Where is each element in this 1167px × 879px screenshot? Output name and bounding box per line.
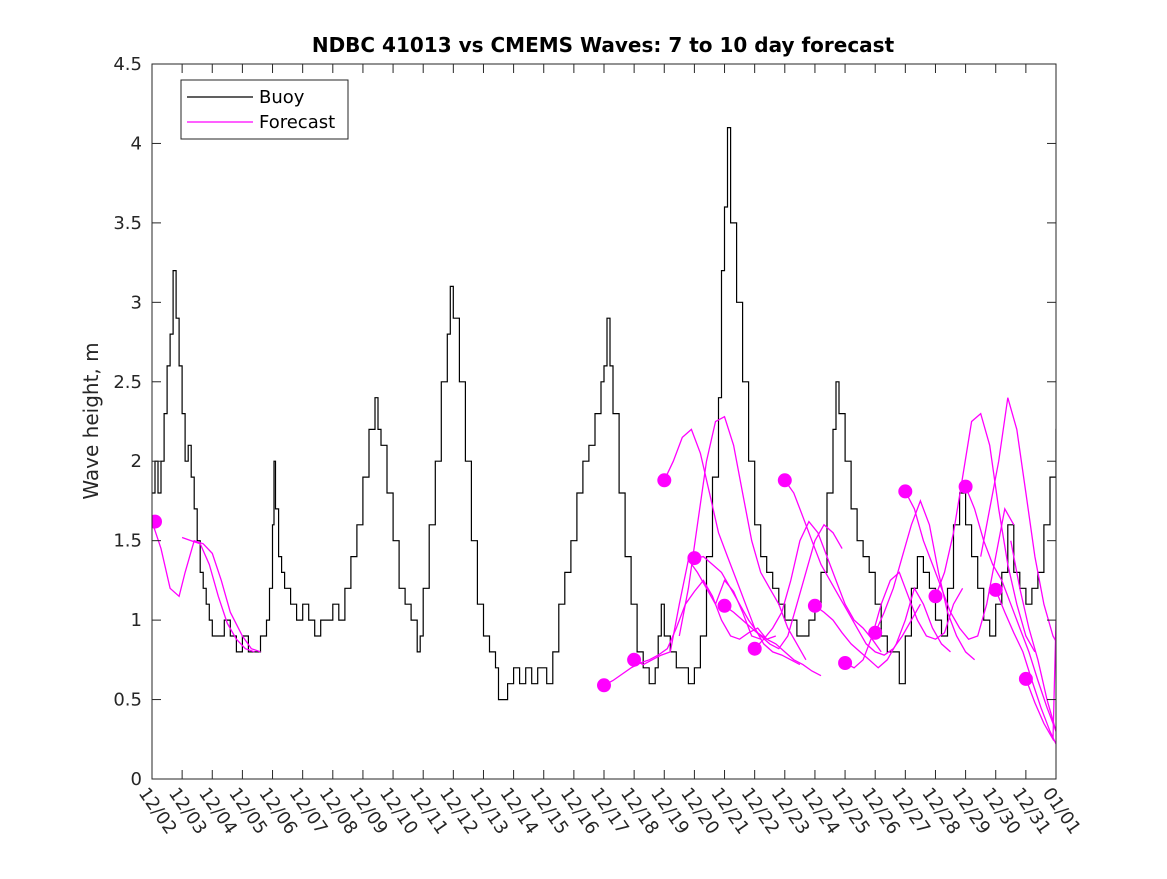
y-tick-label-5: 2.5 xyxy=(113,372,142,393)
forecast-run-line-11 xyxy=(814,586,951,669)
forecast-marker-7 xyxy=(777,473,792,488)
forecast-marker-3 xyxy=(657,473,672,488)
plot-area xyxy=(152,64,1056,779)
forecast-run-line-9 xyxy=(754,520,882,653)
forecast-run-line-0 xyxy=(152,521,261,653)
forecast-marker-14 xyxy=(988,582,1003,597)
chart-title: NDBC 41013 vs CMEMS Waves: 7 to 10 day f… xyxy=(312,33,895,57)
forecast-run-line-1 xyxy=(181,536,255,653)
legend-label-1: Forecast xyxy=(259,112,335,133)
legend-label-0: Buoy xyxy=(259,87,305,108)
forecast-run-line-8 xyxy=(724,523,843,650)
y-tick-label-8: 4 xyxy=(131,133,142,154)
forecast-marker-1 xyxy=(597,678,611,693)
y-tick-label-2: 1 xyxy=(131,610,142,631)
forecast-marker-0 xyxy=(152,514,162,529)
forecast-marker-15 xyxy=(1018,671,1033,686)
forecast-run-line-15 xyxy=(934,412,1036,653)
forecast-marker-2 xyxy=(627,652,642,667)
y-tick-label-9: 4.5 xyxy=(113,54,142,75)
forecast-run-line-10 xyxy=(784,479,921,656)
forecast-run-line-14 xyxy=(904,491,1015,640)
forecast-marker-10 xyxy=(868,625,883,640)
forecast-marker-5 xyxy=(717,598,732,613)
forecast-run-line-18 xyxy=(995,589,1056,745)
forecast-marker-11 xyxy=(898,484,913,499)
forecast-marker-13 xyxy=(958,479,973,494)
y-tick-label-6: 3 xyxy=(131,292,142,313)
y-tick-label-4: 2 xyxy=(131,451,142,472)
forecast-run-line-12 xyxy=(844,571,964,669)
y-axis-label: Wave height, m xyxy=(79,342,103,499)
forecast-marker-8 xyxy=(807,598,822,613)
forecast-run-line-5 xyxy=(663,428,801,666)
y-tick-label-3: 1.5 xyxy=(113,531,142,552)
y-tick-label-0: 0 xyxy=(131,769,142,790)
y-tick-label-1: 0.5 xyxy=(113,690,142,711)
legend-box xyxy=(180,79,349,140)
forecast-run-line-13 xyxy=(874,499,976,661)
forecast-run-line-19 xyxy=(1010,540,1056,732)
forecast-marker-6 xyxy=(747,641,762,656)
y-tick-label-7: 3.5 xyxy=(113,213,142,234)
forecast-run-line-16 xyxy=(964,486,1056,732)
forecast-run-line-2 xyxy=(603,659,650,686)
forecast-run-line-6 xyxy=(678,415,807,661)
forecast-marker-12 xyxy=(928,589,943,604)
buoy-series-line xyxy=(152,127,1056,701)
forecast-marker-9 xyxy=(838,656,853,670)
forecast-marker-4 xyxy=(687,551,702,566)
